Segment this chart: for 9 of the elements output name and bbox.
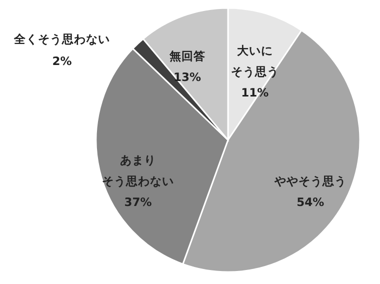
slice-label: ややそう思う — [273, 174, 346, 188]
slice-label: 大いにそう思う — [230, 44, 279, 79]
slice-label: 全くそう思わない — [13, 32, 110, 46]
data-label: 54% — [296, 194, 325, 209]
data-label: 11% — [241, 86, 270, 100]
data-label: 13% — [174, 70, 202, 84]
data-label: 37% — [124, 194, 152, 209]
slice-label: 無回答 — [168, 49, 206, 64]
data-label: 2% — [52, 54, 72, 68]
